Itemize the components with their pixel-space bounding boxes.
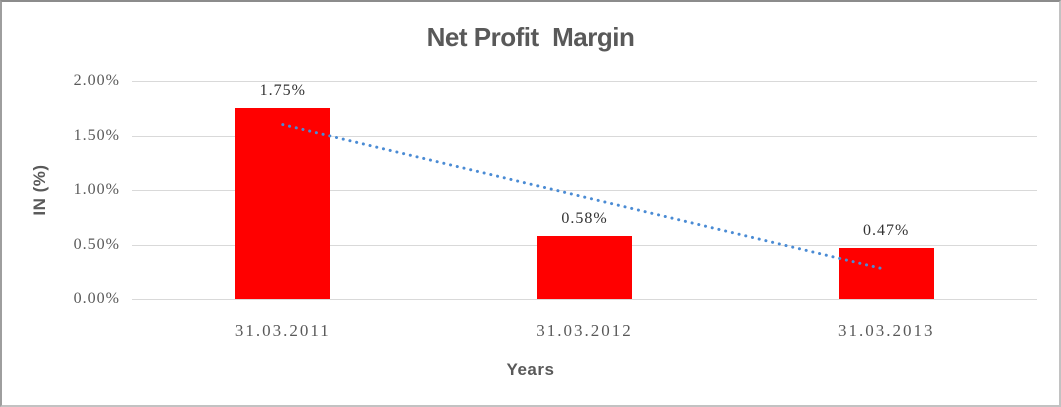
y-axis-tick-label: 1.00%: [73, 181, 120, 198]
chart-title: Net Profit Margin: [426, 22, 635, 52]
gridline: [132, 299, 1037, 300]
bar-data-label: 0.47%: [863, 221, 910, 239]
bar: [235, 108, 331, 300]
bar-data-label: 0.58%: [561, 209, 608, 227]
x-axis-title: Years: [506, 360, 555, 379]
y-axis-tick-label: 2.00%: [73, 72, 120, 89]
y-axis-tick-label: 1.50%: [73, 126, 120, 144]
y-axis-tick-label: 0.00%: [73, 290, 120, 307]
category-label: 31.03.2011: [234, 321, 331, 340]
bar-data-label: 1.75%: [259, 82, 306, 100]
gridline: [132, 81, 1037, 82]
y-axis-tick-label: 0.50%: [73, 235, 120, 253]
category-label: 31.03.2013: [837, 321, 935, 340]
bar: [537, 235, 632, 299]
category-label: 31.03.2012: [536, 321, 633, 340]
bar: [838, 247, 934, 299]
